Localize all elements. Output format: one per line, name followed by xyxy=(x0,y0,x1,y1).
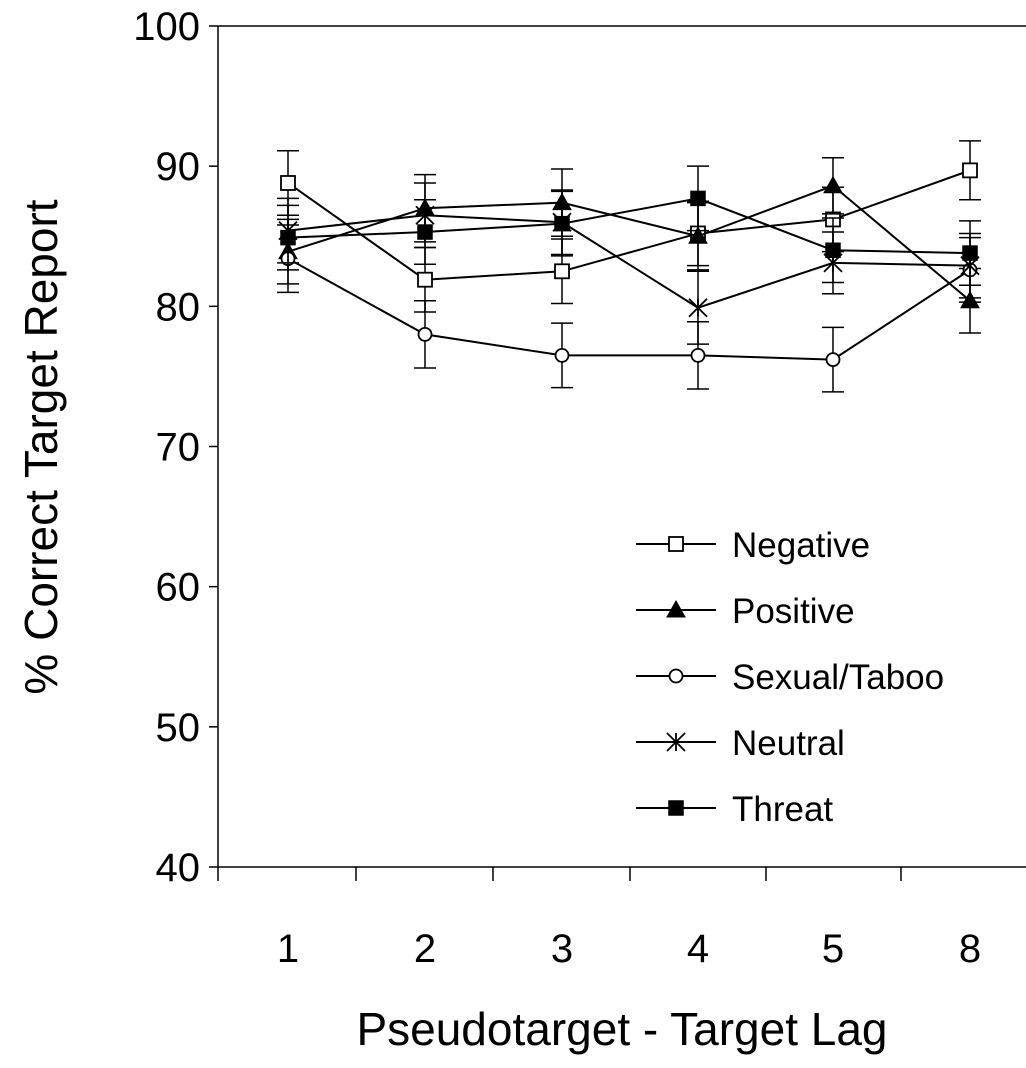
data-point xyxy=(962,162,978,179)
x-tick-label: 1 xyxy=(277,927,299,971)
x-tick-label: 2 xyxy=(414,927,436,971)
x-tick-label: 8 xyxy=(959,927,981,971)
legend-item-positive: Positive xyxy=(636,592,855,631)
y-tick-label: 80 xyxy=(156,285,201,329)
legend-label: Sexual/Taboo xyxy=(732,658,944,697)
series-threat xyxy=(277,165,981,287)
data-point xyxy=(825,352,841,367)
series-line xyxy=(287,257,971,361)
data-point xyxy=(554,215,570,232)
legend-item-threat: Threat xyxy=(636,790,833,829)
legend-item-negative: Negative xyxy=(636,526,870,565)
legend-marker xyxy=(668,536,684,552)
data-point xyxy=(688,226,708,244)
legend-label: Negative xyxy=(732,526,870,565)
data-point xyxy=(825,242,841,259)
x-tick-label: 3 xyxy=(551,927,573,971)
data-point xyxy=(417,326,433,342)
y-tick-label: 100 xyxy=(133,5,200,49)
data-point xyxy=(280,229,296,246)
data-point xyxy=(690,190,706,207)
legend-item-sexual-taboo: Sexual/Taboo xyxy=(636,658,944,697)
x-tick-label: 4 xyxy=(687,927,709,971)
legend-marker xyxy=(668,668,684,684)
series-line xyxy=(287,197,971,255)
legend-label: Positive xyxy=(732,592,855,631)
data-point xyxy=(690,347,706,363)
data-point xyxy=(280,175,296,191)
axes: 40 50 60 70 80 90 100 1 2 3 4 5 8 xyxy=(133,5,1026,971)
series-line xyxy=(287,184,971,302)
data-point xyxy=(688,298,708,318)
legend: Negative Positive Sexual/Taboo Neutral Threa… xyxy=(636,526,944,829)
legend-marker xyxy=(668,800,684,816)
legend-marker xyxy=(666,599,686,618)
data-point xyxy=(417,271,433,288)
series-line xyxy=(287,169,971,281)
y-tick-label: 50 xyxy=(156,706,201,750)
y-tick-label: 70 xyxy=(156,426,201,470)
series-negative xyxy=(277,140,981,313)
legend-marker xyxy=(666,732,686,752)
y-tick-label: 40 xyxy=(156,846,201,890)
y-axis-title: % Correct Target Report xyxy=(15,199,67,694)
legend-label: Neutral xyxy=(732,724,845,763)
data-point xyxy=(417,224,433,240)
series-line xyxy=(287,214,971,309)
series-positive xyxy=(277,157,981,334)
series-layer xyxy=(277,140,981,393)
data-point xyxy=(554,347,570,363)
y-tick-label: 90 xyxy=(156,145,201,189)
legend-item-neutral: Neutral xyxy=(636,724,845,763)
data-point xyxy=(962,245,978,261)
x-tick-label: 5 xyxy=(822,927,844,971)
x-axis-title: Pseudotarget - Target Lag xyxy=(356,1003,887,1055)
legend-label: Threat xyxy=(732,790,833,829)
data-point xyxy=(554,263,570,280)
series-neutral xyxy=(277,182,981,345)
y-tick-label: 60 xyxy=(156,566,201,610)
data-point xyxy=(823,175,843,194)
